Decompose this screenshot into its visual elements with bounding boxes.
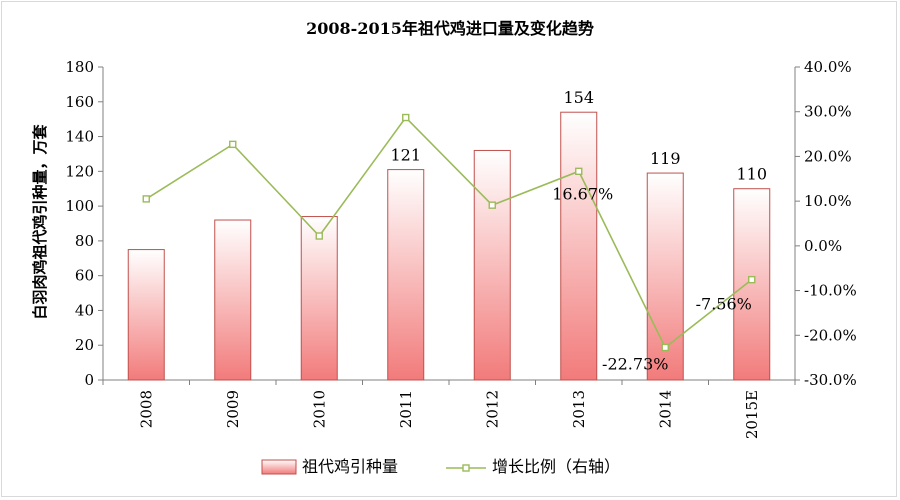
legend-bar-label: 祖代鸡引种量 [302, 457, 398, 476]
x-tick-label: 2012 [483, 390, 501, 428]
bar [560, 111, 598, 381]
bar-data-label: 119 [650, 149, 681, 168]
line-marker [748, 275, 756, 284]
line-marker [229, 140, 237, 149]
line-marker [402, 113, 410, 122]
bar-data-label: 121 [390, 146, 421, 165]
y-tick-label-right: -20.0% [804, 326, 857, 344]
legend: 祖代鸡引种量 增长比例（右轴） [261, 457, 620, 476]
bar [214, 219, 252, 381]
line-data-label: 16.67% [552, 184, 613, 203]
line-data-label: -22.73% [602, 354, 668, 373]
y-tick-label-right: -10.0% [804, 282, 857, 300]
legend-bar-swatch [261, 459, 297, 475]
chart-title: 2008-2015年祖代鸡进口量及变化趋势 [306, 19, 594, 38]
y-tick-label-right: 40.0% [804, 58, 852, 76]
x-tick-label: 2015E [743, 390, 761, 439]
line-series [142, 113, 756, 352]
y-tick-label-left: 120 [65, 162, 94, 180]
y-tick-label-left: 160 [65, 93, 94, 111]
line-marker [142, 195, 150, 203]
bar [733, 188, 771, 381]
y-tick-label-right: 30.0% [804, 103, 852, 121]
bar-data-label: 154 [563, 88, 594, 107]
bar [473, 149, 511, 381]
line-marker [661, 343, 669, 352]
y-tick-label-left: 20 [75, 336, 94, 354]
y-tick-label-left: 140 [65, 128, 94, 146]
bar [127, 249, 165, 381]
line-marker [488, 201, 496, 209]
growth-line [145, 116, 753, 349]
line-marker [315, 232, 323, 240]
x-tick-label: 2009 [224, 390, 242, 428]
bar [387, 169, 425, 381]
x-tick-label: 2011 [397, 390, 415, 428]
legend-line-label: 增长比例（右轴） [492, 457, 620, 476]
legend-line-marker [462, 464, 470, 472]
x-tick-label: 2010 [310, 390, 328, 428]
x-tick-label: 2008 [137, 390, 155, 428]
y-tick-label-left: 100 [65, 197, 94, 215]
line-data-label: -7.56% [696, 295, 752, 314]
y-tick-label-right: 20.0% [804, 147, 852, 165]
x-tick-label: 2013 [570, 390, 588, 428]
y-tick-label-right: 0.0% [804, 237, 842, 255]
bar [300, 216, 338, 381]
y-tick-label-left: 80 [75, 232, 94, 250]
y-tick-label-right: -30.0% [804, 371, 857, 389]
y-tick-label-left: 180 [65, 58, 94, 76]
y-tick-label-left: 60 [75, 267, 94, 285]
y-axis-title-left: 白羽肉鸡祖代鸡引种量，万套 [31, 124, 49, 320]
y-tick-label-left: 40 [75, 301, 94, 319]
y-tick-label-right: 10.0% [804, 192, 852, 210]
y-tick-label-left: 0 [84, 371, 94, 389]
data-labels: 121 154 119 110 16.67% -22.73% -7.56% [390, 88, 767, 373]
axes: 0 20 40 60 80 100 120 140 160 180 -30.0% -20.0% -10.… [65, 58, 856, 439]
line-marker [575, 167, 583, 176]
bar-data-label: 110 [736, 165, 767, 184]
bar-series [127, 111, 771, 381]
x-tick-label: 2014 [656, 390, 674, 428]
